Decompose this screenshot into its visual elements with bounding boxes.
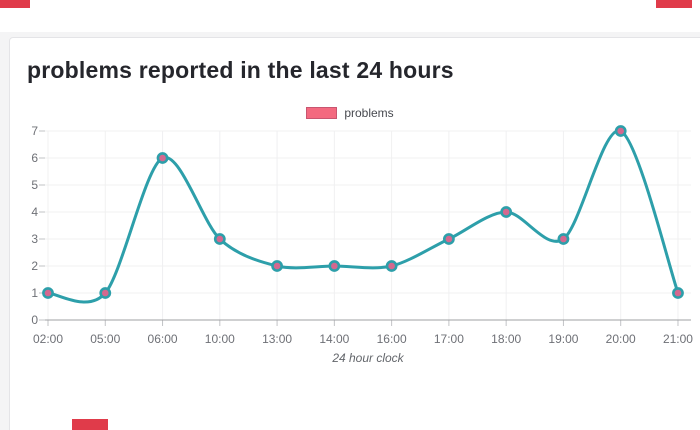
y-tick-label: 0 [31,313,38,327]
x-tick-label: 17:00 [434,332,464,346]
data-point-13:00[interactable] [271,260,283,272]
x-tick-label: 06:00 [148,332,178,346]
chart-card [9,37,700,430]
x-tick-label: 16:00 [377,332,407,346]
red-marker [0,0,30,8]
legend-swatch [306,107,338,119]
y-tick-label: 5 [31,178,38,192]
x-tick-label: 05:00 [90,332,120,346]
x-tick-label: 02:00 [33,332,63,346]
x-tick-label: 14:00 [319,332,349,346]
x-axis-title: 24 hour clock [332,351,404,365]
y-tick-label: 6 [31,151,38,165]
x-tick-label: 20:00 [606,332,636,346]
data-point-16:00[interactable] [385,260,398,272]
x-tick-label: 19:00 [548,332,578,346]
data-point-18:00[interactable] [500,206,513,218]
y-tick-label: 4 [31,205,38,219]
data-point-06:00[interactable] [156,152,169,164]
data-point-14:00[interactable] [328,260,341,272]
x-tick-label: 21:00 [663,332,693,346]
data-point-20:00[interactable] [614,125,627,137]
red-marker [72,419,108,430]
chart-title: problems reported in the last 24 hours [27,57,454,83]
y-tick-label: 2 [31,259,38,273]
chart-legend[interactable]: problems [0,106,700,120]
data-point-02:00[interactable] [42,287,54,299]
data-point-19:00[interactable] [557,233,570,245]
data-point-05:00[interactable] [99,287,112,299]
y-tick-label: 7 [31,124,38,138]
x-tick-label: 13:00 [262,332,292,346]
data-point-17:00[interactable] [442,233,455,245]
data-point-10:00[interactable] [213,233,226,245]
data-point-21:00[interactable] [672,287,684,299]
problems-line [46,129,680,304]
x-tick-label: 18:00 [491,332,521,346]
red-marker [656,0,692,8]
y-tick-label: 3 [31,232,38,246]
legend-label: problems [344,106,394,120]
y-tick-label: 1 [31,286,38,300]
x-tick-label: 10:00 [205,332,235,346]
